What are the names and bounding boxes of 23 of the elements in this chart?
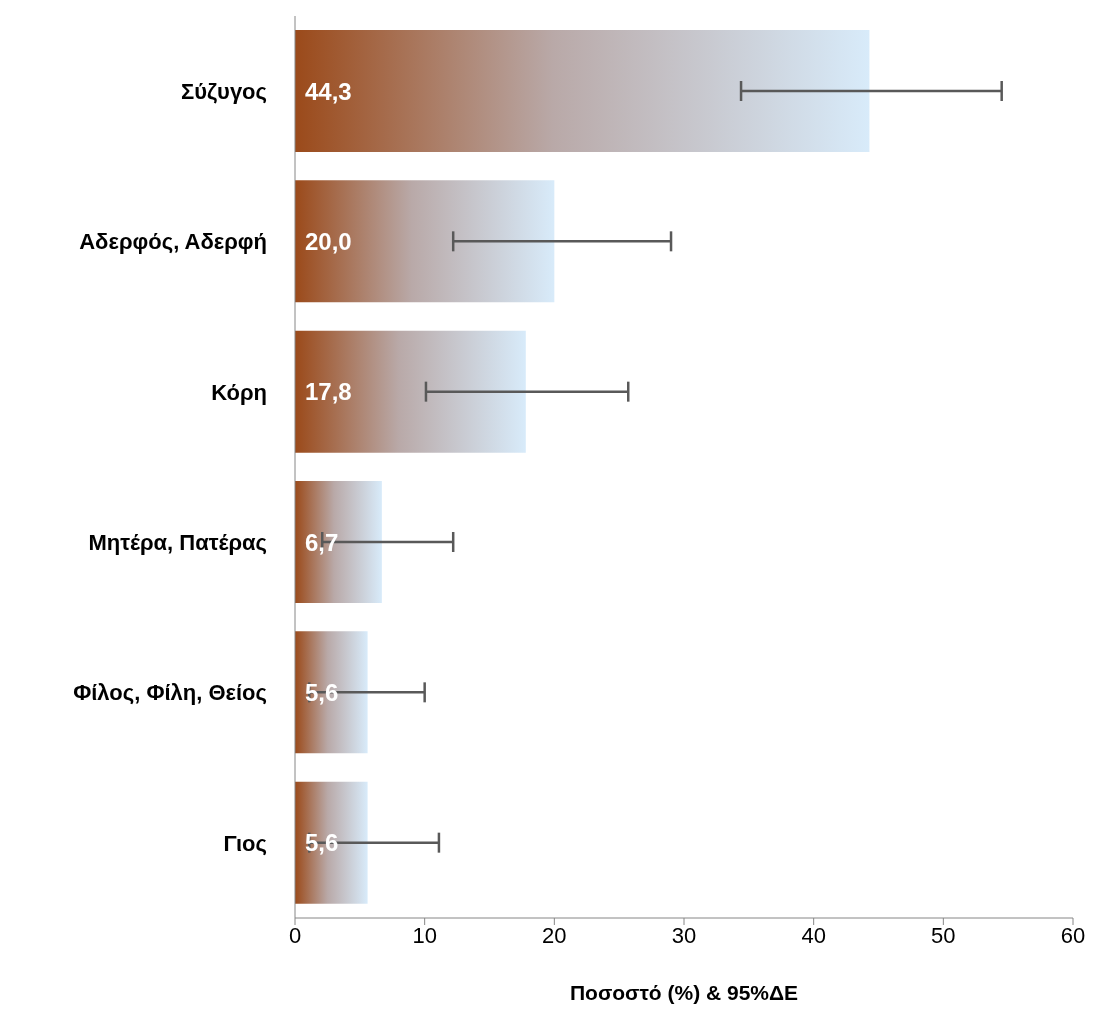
x-tick-label: 10 (412, 922, 437, 948)
bar (295, 781, 368, 904)
y-tick-label: Μητέρα, Πατέρας (88, 529, 267, 555)
y-tick-label: Αδερφός, Αδερφή (79, 229, 267, 255)
x-tick-label: 60 (1060, 922, 1086, 948)
x-tick-label: 20 (542, 922, 567, 948)
data-label: 17,8 (305, 378, 352, 406)
x-tick-label: 30 (671, 922, 697, 948)
bar (295, 481, 382, 603)
x-axis-title: Ποσοστό (%) & 95%ΔΕ (569, 981, 799, 1004)
y-tick-label: Φίλος, Φίλη, Θείος (73, 680, 267, 706)
data-label: 20,0 (305, 227, 352, 255)
y-tick-label: Γιος (223, 830, 267, 856)
y-tick-label: Κόρη (211, 379, 267, 405)
x-tick-label: 50 (931, 922, 956, 948)
bar (295, 180, 555, 303)
x-tick-label: 40 (801, 922, 826, 948)
x-tick-label: 0 (288, 922, 302, 948)
bar (295, 30, 870, 152)
bar (295, 330, 526, 453)
data-label: 44,3 (305, 77, 352, 105)
bar (295, 631, 368, 754)
y-tick-label: Σύζυγος (180, 78, 267, 104)
